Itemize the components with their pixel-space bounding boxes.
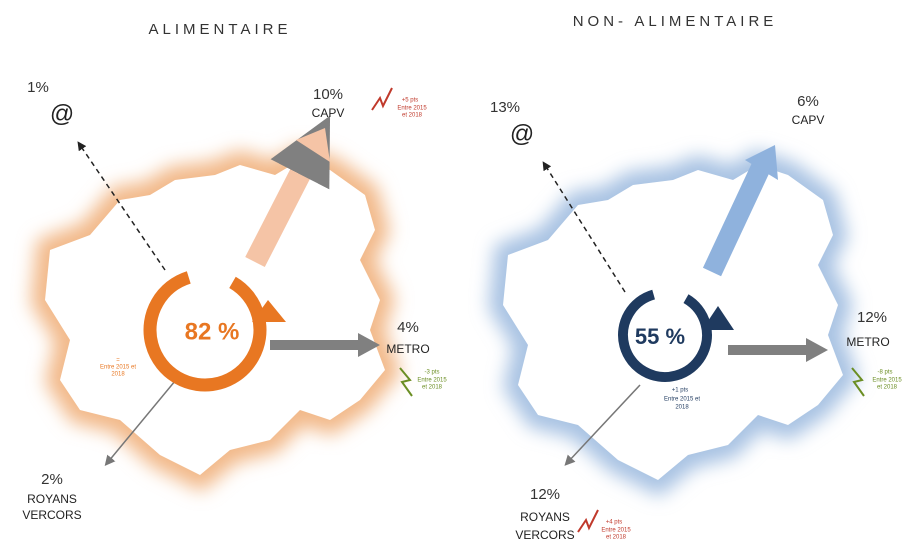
capv-note: et 2018 (402, 113, 423, 119)
royans-share: 2% (41, 471, 63, 488)
trend-up-icon (577, 509, 599, 533)
royans-share: 12% (530, 486, 560, 503)
royans-label: ROYANS (520, 510, 570, 524)
royans-label: ROYANS (27, 492, 77, 506)
capv-note: Entre 2015 (397, 106, 427, 112)
capv-trend: +5 pts (402, 98, 419, 104)
center-share: 82 % (185, 318, 240, 345)
metro-note: et 2018 (422, 385, 443, 391)
metro-note: Entre 2015 (417, 378, 447, 384)
metro-share: 12% (857, 309, 887, 326)
capv-label: CAPV (312, 106, 345, 120)
capv-label: CAPV (792, 113, 825, 127)
online-label: @ (50, 100, 74, 127)
center-note: Entre 2015 et (664, 397, 700, 403)
arrow-capv-head (745, 145, 778, 180)
trend-up-icon (371, 87, 393, 111)
panel-title: NON- ALIMENTAIRE (573, 13, 778, 30)
royans-trend: +4 pts (606, 520, 623, 526)
arrow-metro-head (358, 333, 380, 357)
metro-label: METRO (386, 342, 429, 356)
metro-note: Entre 2015 (872, 378, 902, 384)
arrow-royans (564, 384, 641, 466)
royans-label: VERCORS (515, 528, 574, 542)
arrow-capv (245, 115, 331, 268)
trend-down-icon (851, 367, 865, 397)
trend-down-icon (399, 367, 413, 397)
capv-share: 10% (313, 86, 343, 103)
metro-share: 4% (397, 319, 419, 336)
arrow-online (542, 161, 626, 293)
metro-trend: -3 pts (424, 370, 439, 376)
online-label: @ (510, 120, 534, 147)
center-trend: = (116, 358, 120, 364)
loop-left-head (252, 300, 286, 322)
panel-title: ALIMENTAIRE (149, 21, 292, 38)
map-right (503, 165, 843, 480)
arrow-royans (104, 374, 181, 467)
center-share: 55 % (635, 324, 685, 349)
center-trend: +1 pts (672, 388, 689, 394)
center-note: 2018 (675, 405, 689, 411)
loop-right-head (702, 306, 734, 330)
center-note: Entre 2015 et (100, 365, 136, 371)
royans-note: et 2018 (606, 535, 627, 541)
center-note: 2018 (111, 372, 125, 378)
online-share: 1% (27, 79, 49, 96)
arrow-capv (702, 160, 772, 277)
metro-note: et 2018 (877, 385, 898, 391)
royans-note: Entre 2015 (601, 528, 631, 534)
arrow-capv-head (296, 128, 330, 162)
metro-label: METRO (846, 335, 889, 349)
online-share: 13% (490, 99, 520, 116)
loop-left (143, 268, 267, 392)
arrow-metro-head (806, 338, 828, 362)
capv-share: 6% (797, 93, 819, 110)
loop-right (618, 288, 712, 382)
arrow-online (77, 141, 166, 271)
metro-trend: -8 pts (877, 370, 892, 376)
royans-label: VERCORS (22, 508, 81, 522)
